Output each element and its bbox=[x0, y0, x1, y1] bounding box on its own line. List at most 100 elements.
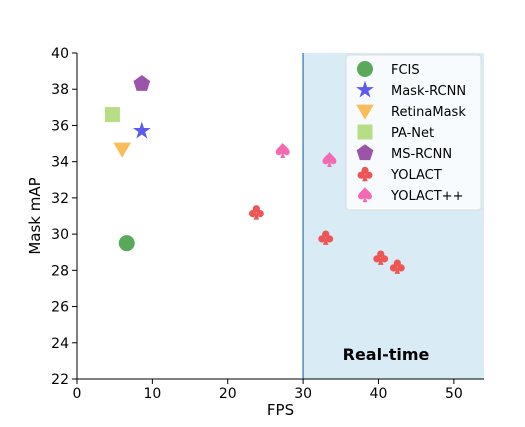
club-lobe bbox=[256, 209, 264, 218]
point-fcis bbox=[118, 235, 135, 252]
x-tick: 0 bbox=[73, 379, 82, 402]
x-tick-label: 50 bbox=[445, 386, 463, 402]
legend-item: RetinaMask bbox=[356, 104, 466, 120]
legend-item: YOLACT++ bbox=[358, 187, 463, 204]
legend-item: Mask-RCNN bbox=[356, 80, 466, 99]
x-tick: 30 bbox=[294, 379, 312, 402]
y-tick: 28 bbox=[51, 263, 77, 279]
spade-body bbox=[275, 142, 290, 156]
legend-marker bbox=[357, 166, 373, 182]
club-stem bbox=[322, 237, 329, 245]
legend-item: FCIS bbox=[357, 61, 420, 78]
club-lobe bbox=[361, 166, 369, 174]
y-tick: 24 bbox=[51, 336, 77, 352]
legend-label: YOLACT bbox=[390, 168, 442, 183]
x-tick-label: 0 bbox=[73, 386, 82, 402]
club-stem bbox=[253, 212, 260, 220]
club-lobe bbox=[397, 264, 405, 272]
legend-marker bbox=[357, 124, 373, 140]
spade-body bbox=[358, 187, 372, 200]
club-lobe bbox=[373, 255, 381, 263]
legend-label: Mask-RCNN bbox=[391, 84, 466, 99]
club-stem bbox=[362, 174, 368, 182]
y-tick: 32 bbox=[51, 191, 77, 207]
x-tick-label: 40 bbox=[370, 386, 388, 402]
legend-label: RetinaMask bbox=[391, 105, 466, 120]
y-tick-label: 24 bbox=[51, 336, 69, 352]
club-stem bbox=[377, 257, 384, 265]
y-tick: 40 bbox=[51, 46, 77, 62]
club-lobe bbox=[380, 255, 389, 263]
point-mask-rcnn bbox=[132, 121, 151, 139]
spade-body bbox=[322, 151, 337, 165]
y-tick-label: 28 bbox=[51, 263, 69, 279]
club-lobe bbox=[393, 259, 401, 267]
legend-box bbox=[345, 54, 482, 211]
legend-marker bbox=[356, 104, 374, 120]
y-axis-label: Mask mAP bbox=[26, 177, 44, 254]
spade-stem bbox=[327, 160, 332, 168]
legend-label: FCIS bbox=[391, 63, 420, 78]
y-tick: 34 bbox=[51, 155, 77, 171]
club-lobe bbox=[318, 235, 326, 243]
x-tick-label: 30 bbox=[294, 386, 312, 402]
club-stem bbox=[394, 266, 401, 274]
axes bbox=[76, 53, 484, 380]
y-tick: 38 bbox=[51, 82, 77, 98]
club-lobe bbox=[325, 235, 334, 243]
y-tick-label: 38 bbox=[51, 82, 69, 98]
y-tick-label: 34 bbox=[51, 155, 69, 171]
point-yolact bbox=[248, 205, 264, 220]
club-lobe bbox=[322, 230, 330, 238]
y-tick-label: 30 bbox=[51, 227, 69, 243]
legend-item: PA-Net bbox=[357, 124, 434, 141]
x-tick: 50 bbox=[445, 379, 463, 402]
y-tick-label: 36 bbox=[51, 118, 69, 134]
spade-stem bbox=[362, 195, 368, 203]
legend-label: YOLACT++ bbox=[390, 189, 463, 204]
y-tick: 30 bbox=[51, 227, 77, 243]
x-tick: 40 bbox=[370, 379, 388, 402]
legend-label: MS-RCNN bbox=[391, 147, 452, 162]
y-tick-label: 26 bbox=[51, 300, 69, 316]
legend-marker bbox=[358, 187, 372, 203]
data-points bbox=[104, 74, 405, 274]
x-tick-label: 20 bbox=[219, 386, 237, 402]
y-tick: 22 bbox=[51, 372, 77, 388]
point-yolact bbox=[318, 230, 334, 245]
club-lobe bbox=[365, 171, 373, 179]
legend-label: PA-Net bbox=[391, 126, 434, 141]
point-pa-net bbox=[104, 107, 120, 123]
y-tick: 26 bbox=[51, 300, 77, 316]
spade-stem bbox=[280, 151, 286, 158]
x-tick-label: 10 bbox=[143, 386, 161, 402]
legend-item: YOLACT bbox=[357, 166, 442, 183]
x-tick: 20 bbox=[219, 379, 237, 402]
point-yolact bbox=[389, 259, 405, 274]
club-lobe bbox=[357, 171, 365, 179]
legend-marker bbox=[356, 80, 374, 98]
y-tick-label: 32 bbox=[51, 191, 69, 207]
legend: FCIS Mask-RCNN RetinaMask PA-Net MS-RCNN YOLA… bbox=[345, 54, 482, 211]
club-lobe bbox=[377, 250, 385, 258]
legend-marker bbox=[357, 61, 373, 77]
realtime-label: Real-time bbox=[343, 345, 430, 364]
y-ticks: 22 24 26 28 30 32 34 36 38 40 bbox=[51, 46, 77, 388]
club-lobe bbox=[389, 264, 398, 272]
legend-item: MS-RCNN bbox=[356, 144, 452, 162]
x-ticks: 0 10 20 30 40 50 bbox=[73, 379, 463, 402]
club-lobe bbox=[252, 205, 260, 213]
club-lobe bbox=[248, 209, 257, 218]
point-yolact- bbox=[322, 151, 337, 168]
x-axis-label: FPS bbox=[267, 401, 294, 419]
point-ms-rcnn bbox=[133, 74, 151, 91]
point-yolact- bbox=[275, 142, 290, 158]
legend-marker bbox=[356, 144, 374, 161]
y-tick-label: 40 bbox=[51, 46, 69, 62]
y-tick-label: 22 bbox=[51, 372, 69, 388]
y-tick: 36 bbox=[51, 118, 77, 134]
point-retinamask bbox=[113, 142, 132, 158]
point-yolact bbox=[373, 250, 389, 265]
x-tick: 10 bbox=[143, 379, 161, 402]
